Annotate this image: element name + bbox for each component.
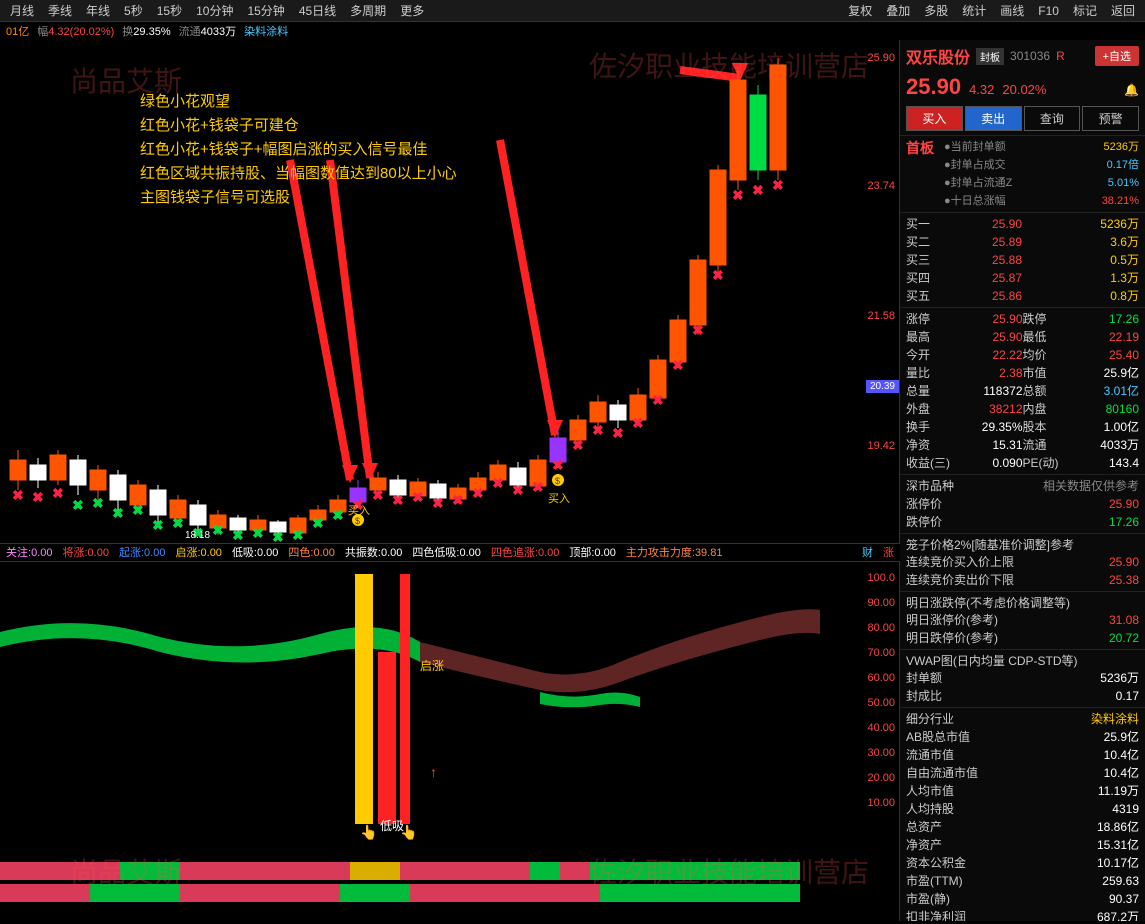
- svg-text:✖: ✖: [412, 489, 424, 505]
- toolbar-item[interactable]: 10分钟: [190, 0, 239, 21]
- fengban-badge: 封板: [976, 48, 1004, 65]
- svg-text:✖: ✖: [12, 487, 24, 503]
- svg-text:✖: ✖: [612, 425, 624, 441]
- main-candlestick-chart[interactable]: 尚品艾斯 佐汐职业技能培训营店 绿色小花观望红色小花+钱袋子可建仓红色小花+钱袋…: [0, 40, 900, 543]
- top-toolbar: 月线季线年线5秒15秒10分钟15分钟45日线多周期更多 复权叠加多股统计画线F…: [0, 0, 1145, 22]
- price-row: 25.90 4.32 20.02% 🔔: [900, 72, 1145, 102]
- toolbar-item[interactable]: 复权: [842, 0, 878, 21]
- bell-icon[interactable]: 🔔: [1124, 83, 1139, 97]
- toolbar-item[interactable]: 5秒: [118, 0, 149, 21]
- svg-text:✖: ✖: [712, 267, 724, 283]
- svg-text:👆: 👆: [360, 824, 377, 841]
- current-price: 25.90: [906, 74, 961, 100]
- svg-text:✖: ✖: [152, 517, 164, 533]
- svg-text:✖: ✖: [92, 495, 104, 511]
- stock-name[interactable]: 双乐股份: [906, 44, 970, 68]
- stock-sidebar: 双乐股份 封板 301036 R +自选 25.90 4.32 20.02% 🔔…: [900, 40, 1145, 921]
- toolbar-item[interactable]: 多周期: [344, 0, 392, 21]
- toolbar-item[interactable]: F10: [1032, 2, 1065, 20]
- svg-text:✖: ✖: [652, 392, 664, 408]
- svg-text:✖: ✖: [692, 322, 704, 338]
- svg-text:✖: ✖: [132, 502, 144, 518]
- shouban-label: 首板: [906, 138, 934, 210]
- bid-label: 买一: [906, 216, 930, 232]
- volume: 01亿: [6, 23, 29, 39]
- toolbar-item[interactable]: 更多: [394, 0, 430, 21]
- svg-text:✖: ✖: [452, 492, 464, 508]
- svg-text:✖: ✖: [672, 357, 684, 373]
- svg-text:✖: ✖: [272, 529, 284, 543]
- dixi-label: 低吸: [380, 817, 404, 834]
- svg-text:✖: ✖: [432, 495, 444, 511]
- buy-marker: 买入: [548, 490, 570, 506]
- svg-text:✖: ✖: [732, 187, 744, 203]
- bid-label: 买二: [906, 234, 930, 250]
- sub-chart-svg: ↑👆👆: [0, 562, 899, 921]
- bid-label: 买三: [906, 252, 930, 268]
- svg-text:✖: ✖: [772, 177, 784, 193]
- toolbar-item[interactable]: 15分钟: [241, 0, 290, 21]
- svg-text:✖: ✖: [632, 415, 644, 431]
- svg-text:✖: ✖: [52, 485, 64, 501]
- low-price-label: 18.18: [185, 530, 210, 541]
- svg-text:✖: ✖: [312, 515, 324, 531]
- svg-text:↑: ↑: [430, 764, 437, 780]
- toolbar-item[interactable]: 15秒: [151, 0, 188, 21]
- bid-label: 买五: [906, 288, 930, 304]
- toolbar-item[interactable]: 月线: [4, 0, 40, 21]
- sz-label: 深市品种: [906, 478, 954, 494]
- alert-button[interactable]: 预警: [1082, 106, 1139, 131]
- cage-label: 笼子价格2%[随基准价调整]参考: [906, 536, 1139, 553]
- indicator-bar: 关注:0.00将涨:0.00起涨:0.00启涨:0.00低吸:0.00四色:0.…: [0, 543, 900, 561]
- toolbar-item[interactable]: 季线: [42, 0, 78, 21]
- info-bar: 01亿 幅4.32(20.02%) 换29.35% 流通4033万 染料涂料: [0, 22, 1145, 40]
- stock-header: 双乐股份 封板 301036 R +自选: [900, 40, 1145, 72]
- svg-text:✖: ✖: [212, 522, 224, 538]
- toolbar-item[interactable]: 年线: [80, 0, 116, 21]
- tomorrow-label: 明日涨跌停(不考虑价格调整等): [906, 594, 1139, 611]
- price-change-pct: 20.02%: [1002, 82, 1046, 97]
- toolbar-item[interactable]: 多股: [918, 0, 954, 21]
- svg-text:✖: ✖: [32, 489, 44, 505]
- industry-label: 细分行业: [906, 711, 954, 727]
- svg-text:$: $: [555, 476, 560, 486]
- svg-text:✖: ✖: [752, 182, 764, 198]
- svg-text:✖: ✖: [592, 422, 604, 438]
- toolbar-item[interactable]: 画线: [994, 0, 1030, 21]
- vwap-label: VWAP图(日内均量 CDP-STD等): [906, 652, 1139, 669]
- toolbar-item[interactable]: 叠加: [880, 0, 916, 21]
- svg-text:✖: ✖: [172, 515, 184, 531]
- svg-text:✖: ✖: [252, 525, 264, 541]
- svg-text:✖: ✖: [372, 487, 384, 503]
- qizhang-label: 启涨: [420, 657, 444, 674]
- svg-text:✖: ✖: [572, 437, 584, 453]
- toolbar-item[interactable]: 统计: [956, 0, 992, 21]
- svg-text:✖: ✖: [112, 505, 124, 521]
- stock-code: 301036: [1010, 49, 1050, 63]
- r-badge: R: [1056, 49, 1065, 63]
- svg-text:✖: ✖: [332, 507, 344, 523]
- buy-marker: 买入: [348, 502, 370, 518]
- svg-text:✖: ✖: [552, 457, 564, 473]
- svg-text:✖: ✖: [392, 492, 404, 508]
- svg-text:✖: ✖: [232, 527, 244, 543]
- toolbar-item[interactable]: 45日线: [293, 0, 342, 21]
- toolbar-item[interactable]: 标记: [1067, 0, 1103, 21]
- bid-label: 买四: [906, 270, 930, 286]
- buy-button[interactable]: 买入: [906, 106, 963, 131]
- toolbar-item[interactable]: 返回: [1105, 0, 1141, 21]
- main-chart-svg: $$✖✖✖✖✖✖✖✖✖✖✖✖✖✖✖✖✖✖✖✖✖✖✖✖✖✖✖✖✖✖✖✖✖✖✖✖✖✖…: [0, 40, 899, 543]
- svg-text:✖: ✖: [292, 527, 304, 543]
- sell-button[interactable]: 卖出: [965, 106, 1022, 131]
- svg-text:✖: ✖: [472, 485, 484, 501]
- svg-text:✖: ✖: [532, 479, 544, 495]
- add-favorite-button[interactable]: +自选: [1095, 46, 1139, 66]
- query-button[interactable]: 查询: [1024, 106, 1081, 131]
- sub-indicator-chart[interactable]: 尚品艾斯 佐汐职业技能培训营店 ↑👆👆 100.090.0080.0070.00…: [0, 561, 900, 921]
- svg-text:✖: ✖: [512, 482, 524, 498]
- price-tag: 20.39: [866, 380, 899, 393]
- svg-text:✖: ✖: [492, 475, 504, 491]
- price-change: 4.32: [969, 82, 994, 97]
- svg-text:✖: ✖: [72, 497, 84, 513]
